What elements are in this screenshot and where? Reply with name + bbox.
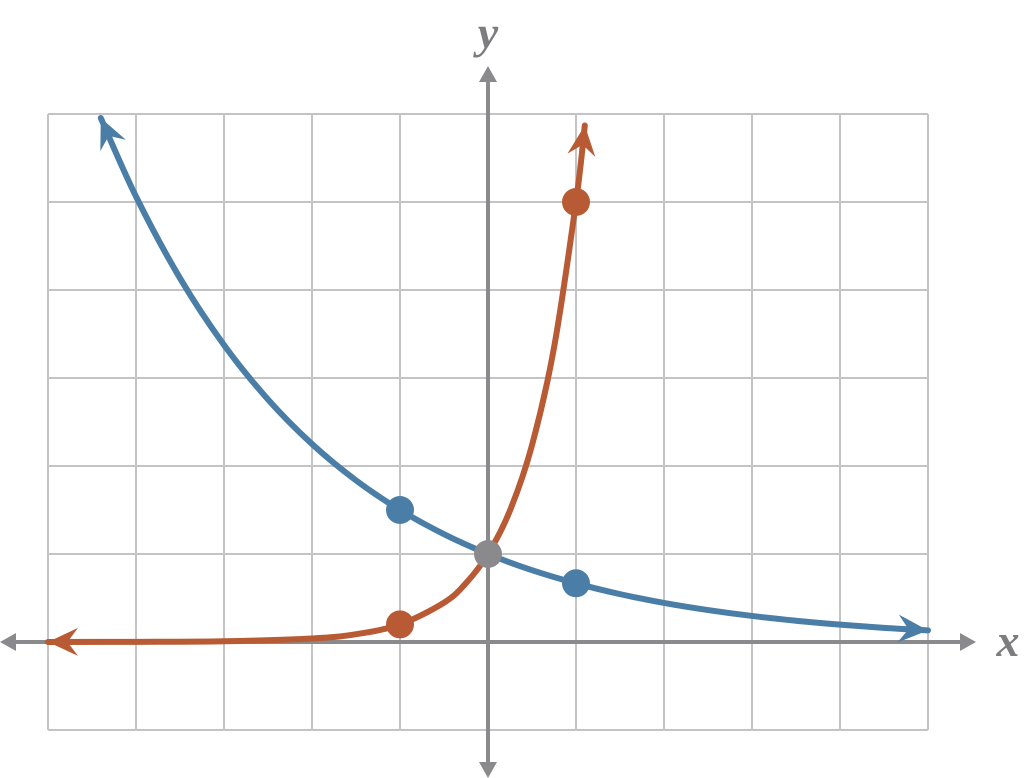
point — [386, 610, 414, 639]
x-axis-arrow — [960, 633, 976, 651]
x-axis-arrow — [0, 633, 16, 651]
point — [386, 496, 414, 524]
curve-arrow — [897, 614, 928, 643]
x-axis-label: x — [996, 615, 1020, 666]
y-axis-label: y — [473, 7, 499, 58]
curve-arrow — [567, 125, 596, 157]
curve-arrow — [100, 118, 126, 152]
point — [474, 540, 502, 568]
point — [562, 569, 590, 598]
curve-arrow — [48, 627, 79, 656]
y-axis-arrow — [479, 66, 497, 82]
point — [562, 188, 590, 216]
y-axis-arrow — [479, 762, 497, 778]
curve — [45, 122, 588, 645]
